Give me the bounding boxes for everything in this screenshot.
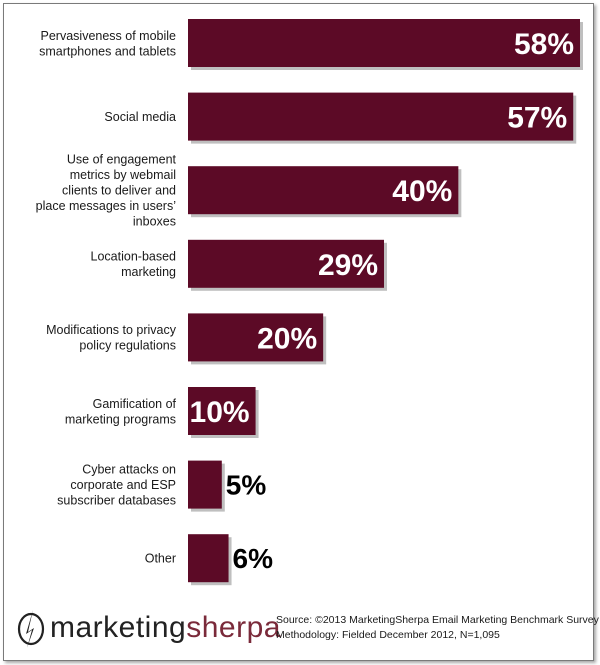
- bar: [188, 19, 580, 67]
- logo-text-sherpa: sherpa: [186, 611, 281, 644]
- bar: [188, 166, 459, 215]
- category-label-line: inboxes: [133, 215, 176, 229]
- bar-group: Pervasiveness of mobile smartphones and t…: [39, 19, 583, 70]
- category-label: Social media: [104, 110, 176, 124]
- category-label-line: subscriber databases: [57, 494, 176, 508]
- value-label: 57%: [507, 102, 567, 135]
- category-label-line: marketing programs: [65, 412, 176, 426]
- value-label: 6%: [233, 543, 274, 574]
- category-label-line: Use of engagement: [67, 153, 177, 167]
- category-label-line: policy regulations: [79, 339, 176, 353]
- category-label: Location-based marketing: [91, 250, 177, 280]
- bar: [188, 313, 324, 362]
- methodology-line: Methodology: Fielded December 2012, N=1,…: [276, 629, 500, 641]
- category-label-line: clients to deliver and: [62, 184, 176, 198]
- bar: [188, 387, 256, 435]
- bar-group: Modifications to privacy policy regulatio…: [46, 313, 327, 365]
- category-label-line: Pervasiveness of mobile: [41, 29, 177, 43]
- bar: [188, 534, 229, 583]
- category-label: Modifications to privacy policy regulatio…: [46, 323, 177, 353]
- value-label: 29%: [318, 249, 378, 282]
- marketingsherpa-logo: marketingsherpa: [14, 606, 281, 650]
- category-label-line: Other: [145, 552, 176, 566]
- category-label: Other: [145, 552, 176, 566]
- logo-text-marketing: marketing: [50, 611, 187, 644]
- value-label: 5%: [226, 470, 267, 501]
- bar: [188, 92, 574, 141]
- value-label: 10%: [190, 396, 250, 429]
- value-label: 40%: [392, 175, 452, 208]
- bar: [188, 239, 384, 288]
- bar-group: Location-based marketing 29%: [91, 239, 387, 291]
- category-label-line: Cyber attacks on: [82, 463, 176, 477]
- value-label: 58%: [514, 28, 574, 61]
- bar: [188, 460, 222, 509]
- category-label: Pervasiveness of mobile smartphones and t…: [39, 29, 176, 59]
- category-label-line: smartphones and tablets: [39, 44, 176, 58]
- bar-group: Use of engagement metrics by webmail clien…: [36, 153, 462, 229]
- source-line: Source: ©2013 MarketingSherpa Email Mark…: [276, 614, 599, 626]
- category-label-line: Location-based: [91, 250, 177, 264]
- source-note: Source: ©2013 MarketingSherpa Email Mark…: [276, 613, 599, 643]
- bar-group: Gamification of marketing programs 10%: [65, 387, 259, 438]
- category-label-line: place messages in users’: [36, 199, 176, 213]
- bar-group: Social media 57%: [104, 92, 577, 144]
- category-label-line: metrics by webmail: [70, 168, 176, 182]
- category-label-line: marketing: [121, 265, 176, 279]
- value-label: 20%: [257, 322, 317, 355]
- category-label: Use of engagement metrics by webmail clien…: [36, 153, 177, 229]
- category-label-line: Modifications to privacy: [46, 323, 177, 337]
- category-label-line: Social media: [104, 110, 176, 124]
- bar-chart: Pervasiveness of mobile smartphones and t…: [36, 19, 583, 586]
- compass-logo-icon: [17, 610, 45, 648]
- bar-group: Cyber attacks on corporate and ESP subscri…: [57, 460, 267, 512]
- category-label-line: corporate and ESP: [70, 478, 176, 492]
- category-label-line: Gamification of: [93, 397, 177, 411]
- category-label: Cyber attacks on corporate and ESP subscri…: [57, 463, 176, 508]
- bar-group: Other 6%: [145, 534, 274, 586]
- logo-wordmark: marketingsherpa: [50, 606, 281, 650]
- category-label: Gamification of marketing programs: [65, 397, 177, 427]
